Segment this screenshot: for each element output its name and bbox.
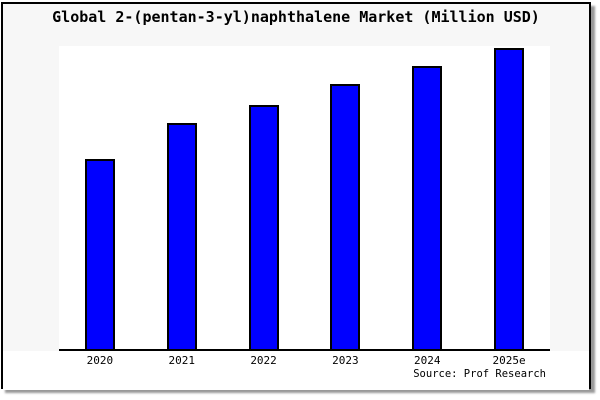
bar-2023: [330, 84, 361, 349]
bar-slot-2024: [386, 46, 468, 349]
bar-2020: [84, 159, 115, 349]
bar-slot-2025e: [468, 46, 550, 349]
bar-slot-2022: [223, 46, 305, 349]
chart-title: Global 2-(pentan-3-yl)naphthalene Market…: [52, 8, 540, 26]
bar-2022: [248, 105, 279, 349]
bottom-margin-band: [3, 351, 589, 390]
chart-frame: Global 2-(pentan-3-yl)naphthalene Market…: [1, 2, 591, 390]
x-axis-tick-labels: 2020 2021 2022 2023 2024 2025e: [59, 354, 550, 367]
bar-2024: [412, 66, 443, 349]
x-tick-label-2022: 2022: [250, 354, 277, 367]
x-tick-label-2020: 2020: [86, 354, 114, 367]
x-tick-label-2025e: 2025e: [492, 354, 526, 367]
x-tick-label-2021: 2021: [168, 354, 195, 367]
x-tick-label-2023: 2023: [332, 354, 359, 367]
bar-2025e: [494, 48, 525, 349]
bar-slot-2023: [304, 46, 386, 349]
bars-row: [59, 46, 550, 349]
bar-slot-2021: [141, 46, 223, 349]
bar-2021: [166, 123, 197, 349]
x-tick-label-2024: 2024: [413, 354, 441, 367]
bar-slot-2020: [59, 46, 141, 349]
plot-area: [59, 46, 550, 351]
source-attribution: Source: Prof Research: [413, 368, 546, 380]
